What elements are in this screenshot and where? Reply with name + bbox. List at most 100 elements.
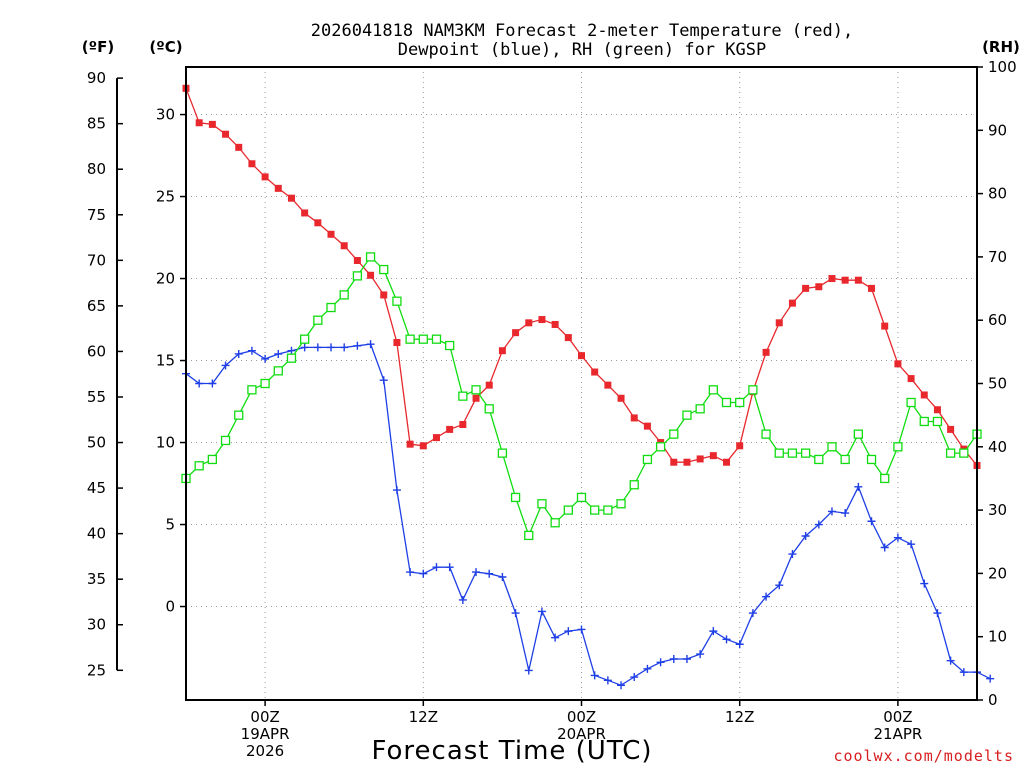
dewpoint-point (577, 625, 586, 634)
dewpoint-point (709, 627, 718, 636)
dewpoint-point (327, 343, 336, 352)
dewpoint-point (379, 376, 388, 385)
temperature-point (894, 360, 902, 368)
rh-point (932, 416, 943, 427)
x-axis-title: Forecast Time (UTC) (371, 736, 652, 766)
fahrenheit-unit-label: (ºF) (82, 38, 114, 56)
dewpoint-point (946, 656, 955, 665)
dewpoint-point (907, 540, 916, 549)
dewpoint-point (458, 595, 467, 604)
dewpoint-point (590, 671, 599, 680)
dewpoint-point (748, 609, 757, 618)
dewpoint-point (762, 592, 771, 601)
rh-point (945, 448, 956, 458)
x-tick-label: 00Z (567, 708, 596, 726)
fahrenheit-tick-label: 65 (87, 297, 106, 315)
temperature-point (881, 322, 889, 330)
dewpoint-point (564, 627, 573, 636)
rh-point (379, 264, 389, 275)
temperature-point (617, 394, 625, 402)
temperature-point (920, 391, 928, 399)
rh-point (761, 429, 771, 439)
rh-point (313, 315, 323, 325)
rh-point (959, 448, 969, 458)
temperature-point (248, 160, 256, 168)
temperature-point (340, 242, 348, 250)
rh-point (880, 473, 890, 484)
temperature-point (195, 119, 203, 127)
dewpoint-point (603, 676, 612, 685)
dewpoint-point (696, 650, 705, 659)
celsius-tick-label: 20 (156, 270, 175, 288)
rh-point (590, 505, 600, 515)
rh-point (748, 385, 758, 395)
temperature-point (525, 319, 533, 327)
dewpoint-point (920, 579, 929, 588)
temperature-point (841, 276, 849, 284)
rh-point (735, 397, 745, 408)
temperature-point (630, 414, 638, 422)
temperature-point (261, 173, 269, 181)
rh-point (827, 442, 837, 452)
dewpoint-point (775, 581, 784, 590)
rh-point (339, 290, 349, 300)
temperature-point (815, 283, 823, 291)
rh-point (247, 385, 257, 395)
dewpoint-point (208, 379, 217, 388)
temperature-point (709, 452, 717, 460)
fahrenheit-tick-label: 60 (87, 342, 106, 360)
celsius-tick-label: 30 (156, 106, 175, 124)
temperature-point (314, 219, 322, 227)
dewpoint-point (261, 354, 270, 363)
dewpoint-point (406, 568, 415, 577)
rh-point (550, 518, 560, 528)
rh-point (260, 378, 270, 389)
temperature-point (828, 275, 836, 283)
rh-point (919, 416, 929, 427)
temperature-point (367, 271, 375, 279)
temperature-point (723, 458, 731, 466)
credit-text: coolwx.com/modelts (833, 747, 1014, 765)
dewpoint-point (880, 543, 889, 552)
fahrenheit-axis: 25 30 35 40 45 50 55 60 65 70 75 80 85 90 (87, 69, 123, 679)
rh-point (418, 334, 428, 344)
fahrenheit-tick-label: 80 (87, 160, 106, 178)
series-layer (181, 84, 995, 690)
dewpoint-point (630, 673, 639, 682)
rh-point (616, 499, 626, 509)
dewpoint-point (511, 609, 520, 618)
dewpoint-point (419, 569, 428, 578)
temperature-point (287, 194, 295, 202)
temperature-point (446, 425, 454, 433)
dewpoint-point (313, 343, 322, 352)
chart-title-line2: Dewpoint (blue), RH (green) for KGSP (398, 40, 766, 60)
fahrenheit-tick-label: 85 (87, 115, 106, 133)
rh-tick-label: 30 (988, 501, 1007, 519)
dewpoint-point (287, 346, 296, 355)
dewpoint-point (959, 668, 968, 677)
dewpoint-point (300, 343, 309, 352)
dewpoint-point (854, 482, 863, 491)
dewpoint-point (498, 573, 507, 582)
fahrenheit-tick-label: 45 (87, 479, 106, 497)
temperature-point (472, 394, 480, 402)
x-tick-label: 2026 (246, 742, 284, 760)
rh-point (510, 492, 521, 503)
temperature-point (432, 434, 440, 442)
temperature-point (208, 120, 216, 128)
rh-tick-label: 50 (988, 375, 1007, 393)
rh-point (405, 334, 415, 344)
rh-point (365, 252, 376, 262)
rh-point (563, 505, 573, 515)
x-tick-label: 21APR (873, 725, 922, 743)
rh-tick-label: 100 (988, 58, 1017, 76)
temperature-point (683, 458, 691, 466)
rh-tick-label: 40 (988, 438, 1007, 456)
rh-point (695, 404, 705, 414)
fahrenheit-tick-label: 25 (87, 661, 106, 679)
rh-point (669, 429, 679, 439)
temperature-point (868, 284, 876, 292)
x-tick-label: 00Z (883, 708, 912, 726)
temperature-point (327, 230, 335, 238)
rh-point (576, 492, 587, 503)
